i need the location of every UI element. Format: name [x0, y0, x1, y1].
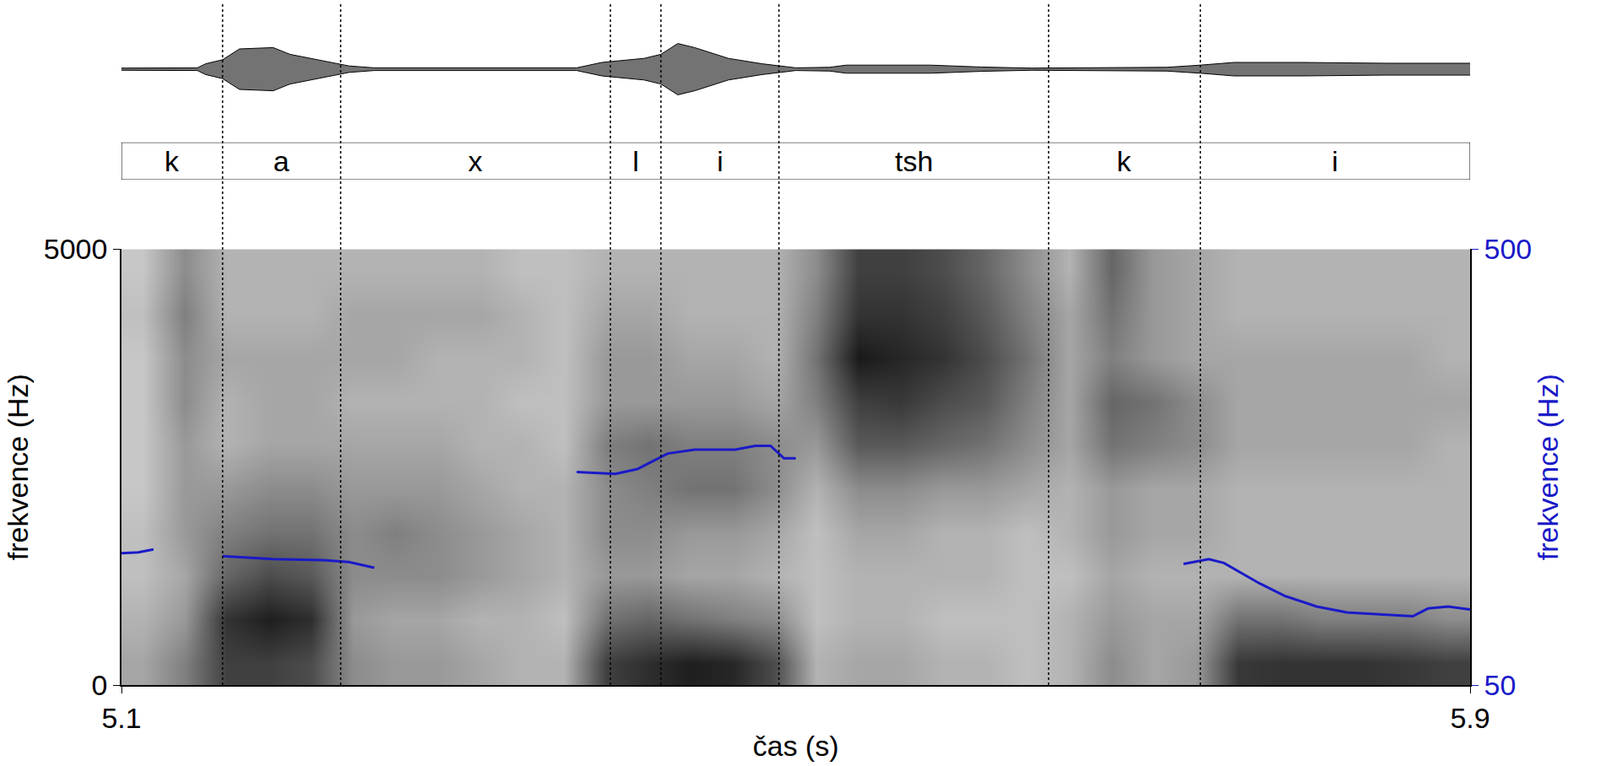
svg-text:x: x — [468, 145, 483, 178]
svg-text:500: 500 — [1484, 232, 1533, 265]
svg-text:i: i — [716, 145, 724, 178]
svg-text:l: l — [632, 145, 640, 178]
svg-text:5.1: 5.1 — [101, 701, 141, 734]
svg-text:k: k — [164, 145, 180, 178]
svg-text:tsh: tsh — [894, 145, 933, 178]
svg-text:a: a — [273, 145, 290, 178]
svg-text:5.9: 5.9 — [1449, 701, 1490, 734]
svg-text:50: 50 — [1484, 668, 1517, 701]
svg-text:k: k — [1116, 145, 1132, 178]
svg-text:frekvence (Hz): frekvence (Hz) — [1, 373, 34, 561]
svg-text:frekvence (Hz): frekvence (Hz) — [1531, 373, 1564, 561]
svg-text:čas (s): čas (s) — [753, 729, 840, 762]
svg-text:i: i — [1331, 145, 1339, 178]
svg-text:5000: 5000 — [43, 232, 108, 265]
svg-text:0: 0 — [91, 668, 108, 701]
